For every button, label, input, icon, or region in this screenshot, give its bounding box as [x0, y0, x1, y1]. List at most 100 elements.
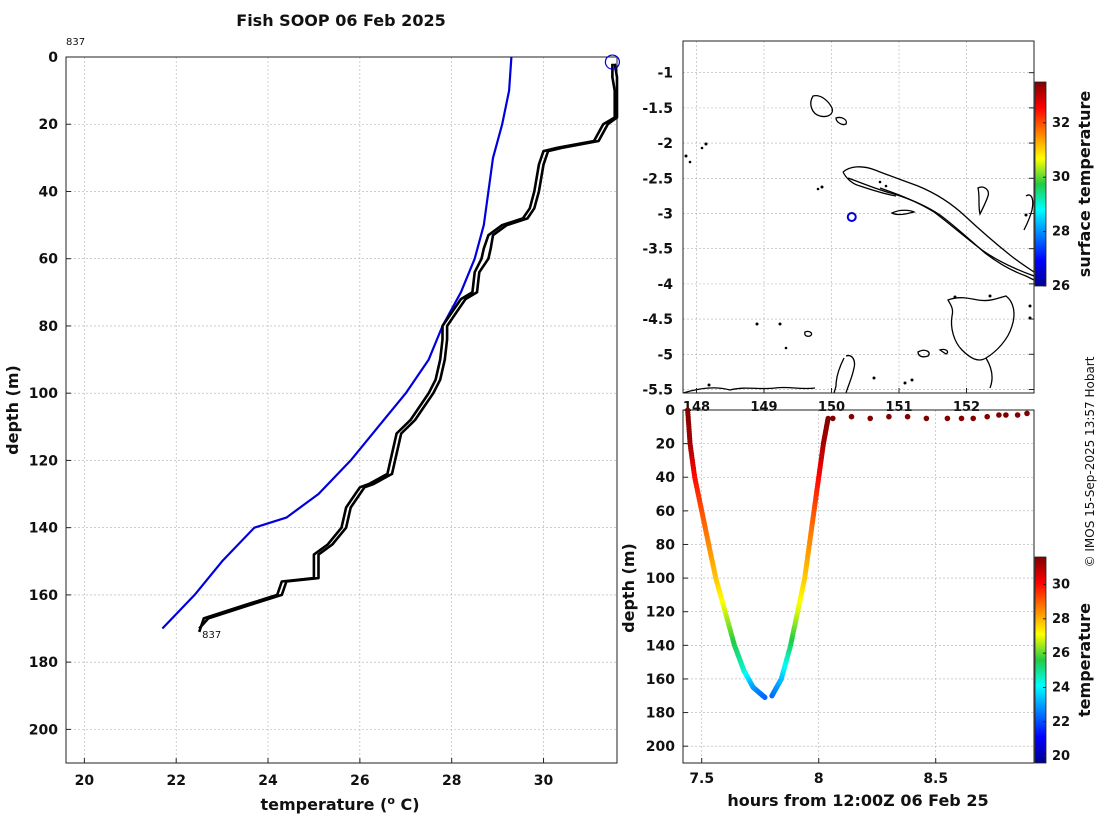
islet-dot: [688, 160, 692, 164]
timeseries-y-tick-label: 0: [665, 403, 675, 419]
islet-dot: [704, 142, 708, 146]
surface-point: [904, 413, 911, 420]
new-ireland-coast-inner: [879, 187, 1034, 277]
new-ireland-coast-north: [842, 166, 1034, 273]
surface-point: [830, 415, 836, 422]
surface-temperature-colorbar-tick-label: 30: [1052, 170, 1070, 185]
profile-y-ticks: 0 20 40 60 80 100 120 140 160 180 200: [29, 50, 71, 738]
imos-credit: © IMOS 15-Sep-2025 13:57 Hobart: [1083, 356, 1097, 567]
island-north-1: [810, 94, 834, 118]
timeseries-x-label: hours from 12:00Z 06 Feb 25: [727, 791, 988, 810]
profile-x-label-superscript: o: [387, 794, 395, 807]
temperature-colorbar-tick-label: 26: [1052, 646, 1070, 661]
new-britain-coast: [947, 295, 1015, 361]
map-panel: 148 149 150 151 152 -1-1.5-2-2.5-3-3.5-4-4.5…: [642, 40, 1094, 415]
map-y-tick-label: -3.5: [642, 242, 673, 258]
timeseries-x-ticks: 7.5 8 8.5: [689, 758, 948, 787]
timeseries-x-tick-label: 7.5: [689, 771, 714, 787]
timeseries-y-tick-label: 80: [656, 537, 676, 553]
temperature-colorbar-tick-label: 30: [1052, 577, 1070, 592]
island-small-2: [917, 349, 930, 358]
island-north-2: [835, 116, 848, 126]
profile-lines: [161, 56, 619, 633]
temperature-colorbar-tick-label: 24: [1052, 680, 1070, 695]
island-small-1: [890, 209, 916, 216]
island-east-2: [1023, 194, 1034, 231]
profile-panel: 20 22 24 26 28 30 0 20 40 60 80 100 120 140 160 180 200…: [3, 37, 621, 814]
profile-y-tick-label: 20: [39, 117, 59, 133]
islet-dot: [988, 294, 992, 298]
profile-y-tick-label: 140: [29, 521, 58, 537]
islet-dot: [784, 346, 788, 350]
timeseries-y-tick-label: 160: [646, 672, 675, 688]
islet-dot: [953, 295, 957, 299]
map-y-tick-label: -5: [657, 347, 673, 363]
profile-x-tick-label: 26: [350, 773, 369, 789]
surface-point: [1024, 410, 1030, 417]
map-y-tick-label: -2.5: [642, 171, 673, 187]
islet-dot: [878, 180, 882, 184]
map-y-tick-label: -5.5: [642, 382, 673, 398]
timeseries-y-ticks: 0 20 40 60 80 100 120 140 160 180 200: [646, 403, 688, 755]
islet-dot: [707, 383, 711, 387]
islet-dot: [1028, 304, 1032, 308]
bay-coast-1: [845, 354, 856, 393]
surface-temperature-colorbar-tick-label: 26: [1052, 279, 1070, 294]
profile-y-tick-label: 0: [48, 50, 58, 66]
timeseries-y-tick-label: 40: [656, 470, 676, 486]
profile-x-tick-label: 20: [75, 773, 95, 789]
profile-x-label: temperature (o C): [260, 794, 419, 814]
profile-x-label-main: temperature (: [260, 795, 387, 814]
islet-dot: [700, 146, 704, 150]
temperature-colorbar-label: temperature: [1075, 603, 1094, 717]
ascent-point: [825, 415, 831, 421]
profile-surface-marker: [604, 54, 621, 70]
profile-x-ticks: 20 22 24 26 28 30: [75, 758, 554, 789]
timeseries-y-tick-label: 180: [646, 706, 675, 722]
islet-dot: [1024, 213, 1028, 217]
islet-dot: [755, 322, 759, 326]
profile-y-tick-label: 100: [29, 386, 58, 402]
islet-dot: [910, 378, 914, 382]
timeseries-points: [685, 407, 1030, 701]
profile-top-annotation: 837: [66, 37, 85, 48]
islet-dot: [884, 184, 888, 188]
map-y-tick-label: -2: [657, 136, 673, 152]
profile-axes-frame: [65, 56, 618, 764]
new-britain-coast-south: [985, 357, 993, 389]
new-ireland-coast-tip: [842, 171, 897, 197]
surface-temperature-colorbar-tick-label: 28: [1052, 225, 1070, 240]
profile-y-tick-label: 120: [29, 453, 58, 469]
figure-title: Fish SOOP 06 Feb 2025: [236, 11, 445, 30]
profile-x-tick-label: 30: [534, 773, 554, 789]
temperature-colorbar-tick-label: 22: [1052, 715, 1070, 730]
profile-bottom-annotation: 837: [202, 630, 221, 641]
map-y-tick-label: -3: [657, 206, 673, 222]
mainland-coast: [683, 386, 816, 393]
islet-dot: [872, 376, 876, 380]
surface-temperature-colorbar-label: surface temperature: [1075, 91, 1094, 278]
profile-y-tick-label: 180: [29, 655, 58, 671]
islet-dot: [778, 322, 782, 326]
map-x-tick-label: 149: [750, 400, 777, 415]
profile-x-tick-label: 24: [258, 773, 278, 789]
profile-x-tick-label: 22: [166, 773, 185, 789]
timeseries-y-tick-label: 20: [656, 437, 676, 453]
surface-point: [958, 415, 965, 422]
map-grid: [683, 41, 1034, 393]
map-x-ticks: 148 149 150 151 152: [683, 388, 980, 415]
timeseries-y-tick-label: 140: [646, 638, 675, 654]
islet-dot: [684, 154, 688, 158]
profile-y-tick-label: 200: [29, 722, 58, 738]
surface-temperature-colorbar-tick-label: 32: [1052, 116, 1070, 131]
descent-point: [762, 694, 768, 701]
surface-point: [848, 413, 855, 420]
timeseries-y-tick-label: 120: [646, 605, 675, 621]
map-y-tick-label: -1: [657, 66, 673, 82]
surface-point: [1003, 412, 1009, 418]
surface-point: [1014, 412, 1021, 418]
timeseries-panel: 7.5 8 8.5 0 20 40 60 80 100 120 140 160 180 200 20 22…: [619, 403, 1094, 810]
surface-point: [996, 412, 1002, 418]
islet-dot: [903, 381, 907, 385]
